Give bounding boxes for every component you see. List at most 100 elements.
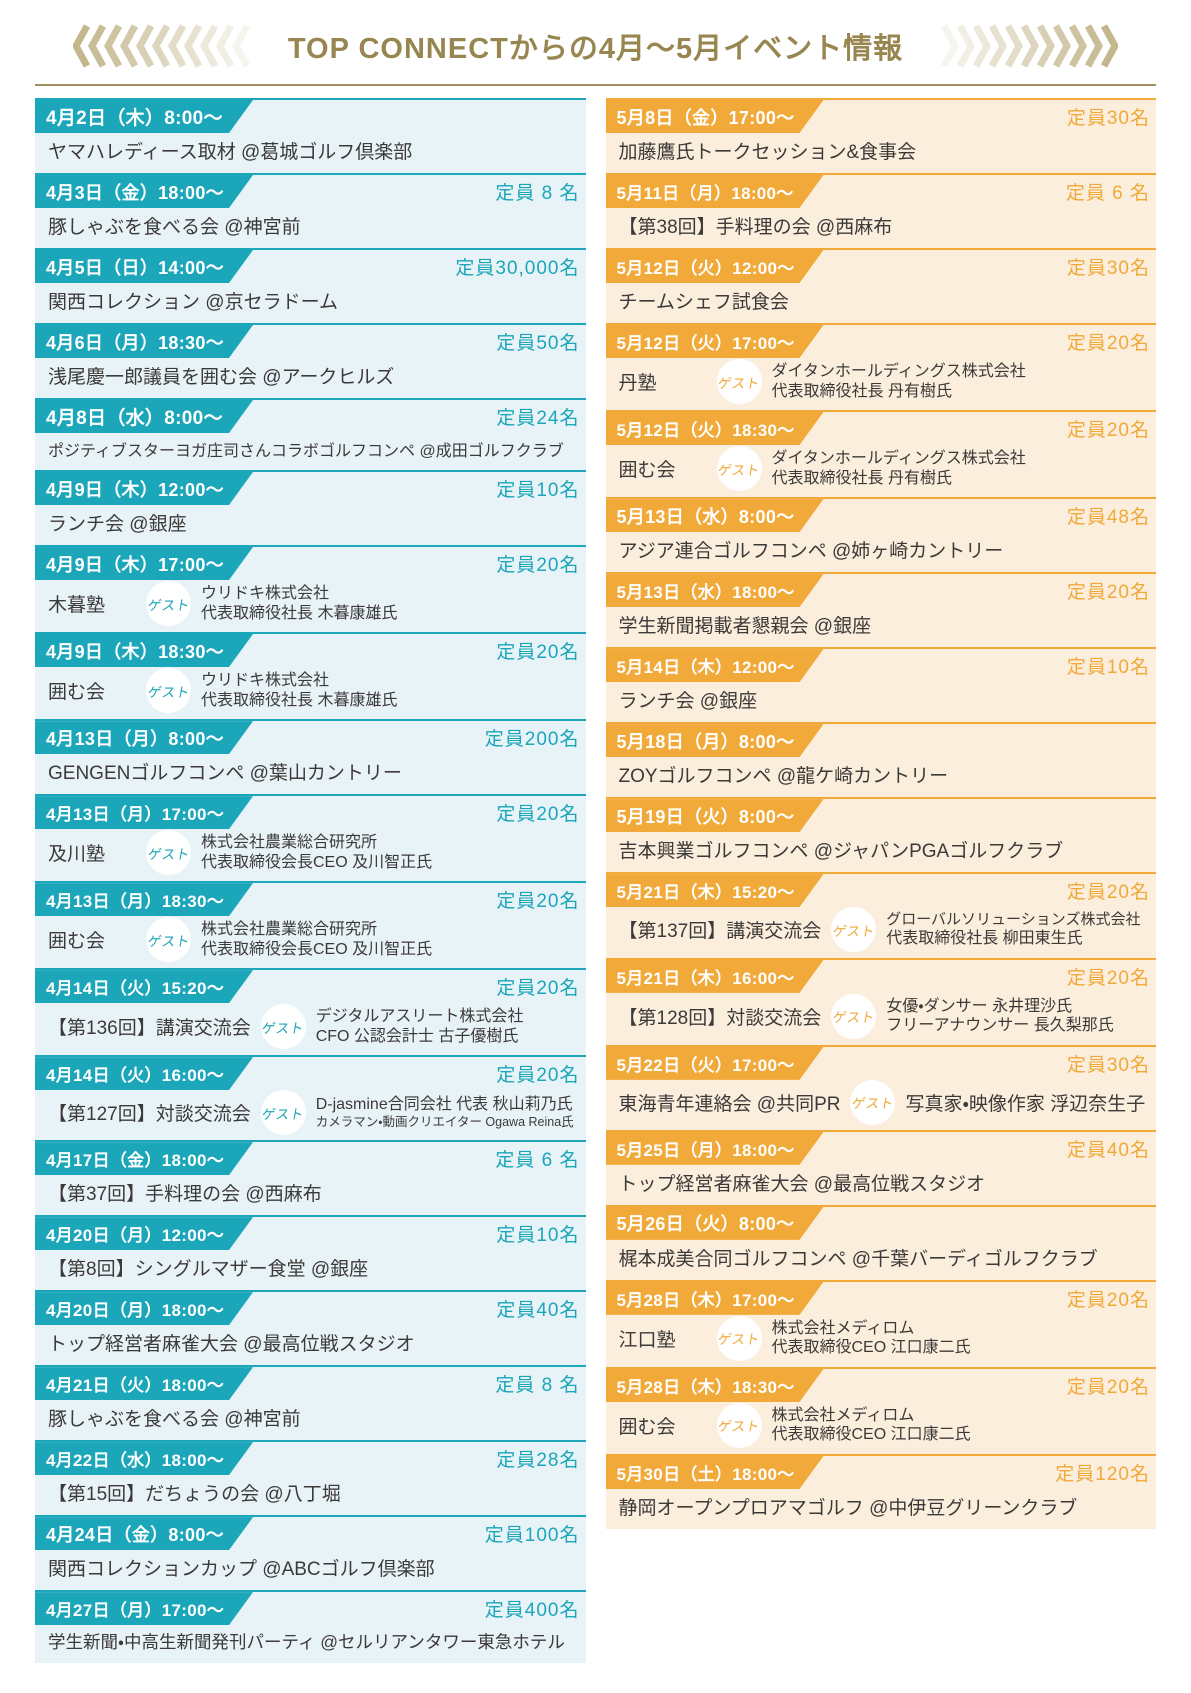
event-header: 5月12日（火）12:00～ 定員30名: [605, 248, 1156, 283]
guest-info-line: 株式会社メディロム: [771, 1406, 915, 1424]
event-body: 【第15回】だちょうの会 @八丁堀: [35, 1475, 586, 1516]
event-date-badge: 5月14日（木）12:00～: [606, 649, 824, 682]
guest-info-line: ダイタンホールディングス株式会社: [771, 363, 1026, 380]
event-title: 【第136回】講演交流会: [48, 1018, 251, 1040]
event-capacity: 定員20名: [1066, 967, 1150, 989]
guest-badge: ゲスト: [146, 668, 191, 714]
event-body: 関西コレクションカップ @ABCゴルフ倶楽部: [35, 1550, 586, 1591]
event-capacity: 定員30名: [1066, 258, 1150, 279]
event-title: 学生新聞・中高生新聞発刊パーティ @セルリアンタワー東急ホテル: [48, 1632, 565, 1653]
event-capacity: 定員 8 名: [495, 1375, 580, 1397]
event-body: ランチ会 @銀座: [605, 682, 1156, 723]
event-capacity: 定員28名: [496, 1450, 580, 1472]
guest-badge-label: ゲスト: [260, 1106, 306, 1122]
guest-info-inline: 写真家・映像作家 浮辺奈生子: [905, 1093, 1146, 1115]
guest-info-line: 代表取締役社長 丹有樹氏: [771, 382, 952, 400]
event-title: アジア連合ゴルフコンペ @姉ヶ崎カントリー: [618, 541, 1004, 563]
guest-info: 株式会社農業総合研究所 代表取締役会長CEO 及川智正氏: [201, 920, 578, 959]
event-date-badge: 4月21日（火）18:00～: [35, 1367, 253, 1400]
header-divider: [35, 84, 1156, 86]
event-title: 【第38回】手料理の会 @西麻布: [618, 217, 893, 238]
event-date-badge: 4月13日（月）18:30～: [35, 883, 253, 916]
guest-info-line: D-jasmine合同会社 代表 秋山莉乃氏: [315, 1096, 573, 1114]
event-body: ZOYゴルフコンペ @龍ケ崎カントリー: [605, 757, 1156, 798]
event-title: 江口塾: [618, 1329, 676, 1351]
event-header: 4月9日（木）12:00～ 定員10名: [35, 470, 586, 505]
event-item: 4月6日（月）18:30～ 定員50名 浅尾慶一郎議員を囲む会 @アークヒルズ: [35, 323, 586, 398]
event-header: 4月17日（金）18:00～ 定員 6 名: [35, 1140, 586, 1176]
event-capacity: [1150, 1207, 1156, 1240]
event-header: 4月3日（金）18:00～ 定員 8 名: [35, 173, 586, 208]
event-title: 豚しゃぶを食べる会 @神宮前: [48, 1409, 301, 1431]
guest-badge-label: ゲスト: [260, 1020, 306, 1036]
event-item: 5月11日（月）18:00～ 定員 6 名 【第38回】手料理の会 @西麻布: [605, 173, 1156, 248]
event-title: 【第128回】対談交流会: [618, 1007, 822, 1029]
event-body: 囲む会 ゲスト 株式会社農業総合研究所 代表取締役会長CEO 及川智正氏: [35, 916, 586, 969]
event-title: 【第137回】講演交流会: [618, 921, 822, 943]
event-header: 5月25日（月）18:00～ 定員40名: [605, 1129, 1156, 1165]
event-title: 加藤鷹氏トークセッション&食事会: [618, 142, 917, 163]
guest-info: デジタルアスリート株式会社 CFO 公認会計士 古子優樹氏: [316, 1007, 578, 1046]
event-capacity: 定員10名: [496, 480, 580, 501]
event-body: 加藤鷹氏トークセッション&食事会: [605, 133, 1156, 173]
guest-badge: ゲスト: [716, 359, 762, 405]
event-body: 囲む会 ゲスト ウリドキ株式会社 代表取締役社長 木暮康雄氏: [35, 667, 586, 720]
event-header: 5月11日（月）18:00～ 定員 6 名: [605, 173, 1156, 208]
guest-badge: ゲスト: [850, 1079, 896, 1125]
event-capacity: [580, 100, 586, 133]
event-header: 5月12日（火）18:30～ 定員20名: [605, 410, 1156, 446]
event-item: 5月8日（金）17:00～ 定員30名 加藤鷹氏トークセッション&食事会: [605, 98, 1156, 173]
page-header: TOP CONNECTからの4月～5月イベント情報: [35, 16, 1156, 76]
event-header: 5月22日（火）17:00～ 定員30名: [605, 1044, 1156, 1080]
event-item: 5月21日（木）16:00～ 定員20名 【第128回】対談交流会 ゲスト 女優…: [605, 957, 1156, 1045]
event-capacity: 定員20名: [496, 978, 580, 1000]
guest-badge: ゲスト: [260, 1004, 306, 1050]
event-capacity: 定員50名: [496, 333, 580, 354]
guest-info-line: グローバルソリューションズ株式会社: [886, 911, 1141, 929]
april-events-column: 4月2日（木）8:00～ ヤマハレディース取材 @葛城ゴルフ倶楽部 4月3日（金…: [35, 98, 586, 1664]
guest-info-line: 株式会社メディロム: [771, 1319, 915, 1337]
guest-info-line: 代表取締役会長CEO 及川智正氏: [201, 940, 433, 958]
event-header: 5月19日（火）8:00～: [605, 797, 1156, 833]
event-date-badge: 5月8日（金）17:00～: [606, 100, 824, 133]
event-capacity: 定員200名: [484, 729, 580, 751]
event-date-badge: 5月22日（火）17:00～: [606, 1047, 824, 1080]
event-header: 5月18日（月）8:00～: [605, 722, 1156, 758]
event-body: トップ経営者麻雀大会 @最高位戦スタジオ: [35, 1325, 586, 1366]
event-header: 4月9日（木）18:30～ 定員20名: [35, 632, 586, 668]
event-header: 4月22日（水）18:00～ 定員28名: [35, 1440, 586, 1476]
event-item: 5月30日（土）18:00～ 定員120名 静岡オープンプロアマゴルフ @中伊豆…: [605, 1453, 1156, 1529]
event-capacity: 定員48名: [1066, 507, 1150, 529]
guest-info-line: CFO 公認会計士 古子優樹氏: [315, 1027, 519, 1045]
event-header: 4月21日（火）18:00～ 定員 8 名: [35, 1365, 586, 1401]
event-date-badge: 5月12日（火）18:30～: [606, 412, 824, 445]
event-date-badge: 5月19日（火）8:00～: [606, 799, 824, 832]
event-body: 浅尾慶一郎議員を囲む会 @アークヒルズ: [35, 358, 586, 398]
event-body: 【第127回】対談交流会 ゲスト D-jasmine合同会社 代表 秋山莉乃氏カ…: [35, 1090, 586, 1141]
event-body: 学生新聞掲載者懇親会 @銀座: [605, 607, 1156, 648]
guest-info: グローバルソリューションズ株式会社 代表取締役社長 柳田東生氏: [886, 911, 1148, 949]
guest-info-line: 代表取締役社長 柳田東生氏: [886, 930, 1083, 948]
event-capacity: 定員20名: [496, 555, 580, 576]
event-capacity: 定員20名: [1066, 882, 1150, 904]
guest-info-line: ウリドキ株式会社: [201, 585, 330, 602]
guest-info-line: ウリドキ株式会社: [201, 672, 330, 690]
guest-info-line: 代表取締役社長 木暮康雄氏: [201, 604, 398, 622]
guest-info-line: 代表取締役CEO 江口康二氏: [771, 1339, 971, 1357]
event-item: 5月28日（木）17:00～ 定員20名 江口塾 ゲスト 株式会社メディロム 代表…: [605, 1279, 1156, 1367]
event-date-badge: 5月28日（木）17:00～: [606, 1282, 824, 1315]
event-title: トップ経営者麻雀大会 @最高位戦スタジオ: [48, 1334, 415, 1356]
event-title: 関西コレクションカップ @ABCゴルフ倶楽部: [48, 1559, 435, 1581]
event-capacity: 定員30,000名: [455, 258, 580, 279]
event-item: 5月12日（火）12:00～ 定員30名 チームシェフ試食会: [605, 248, 1156, 323]
event-title: 東海青年連絡会 @共同PR: [618, 1093, 841, 1115]
event-title: ランチ会 @銀座: [618, 691, 758, 713]
event-header: 4月24日（金）8:00～ 定員100名: [35, 1515, 586, 1551]
guest-badge: ゲスト: [146, 581, 191, 627]
event-header: 5月13日（水）8:00～ 定員48名: [605, 497, 1156, 533]
event-header: 4月20日（月）18:00～ 定員40名: [35, 1290, 586, 1326]
event-date-badge: 5月12日（火）17:00～: [606, 325, 824, 358]
event-title: チームシェフ試食会: [618, 292, 789, 313]
event-item: 5月22日（火）17:00～ 定員30名 東海青年連絡会 @共同PR ゲスト 写…: [605, 1044, 1156, 1130]
event-title: 【第15回】だちょうの会 @八丁堀: [48, 1484, 341, 1506]
